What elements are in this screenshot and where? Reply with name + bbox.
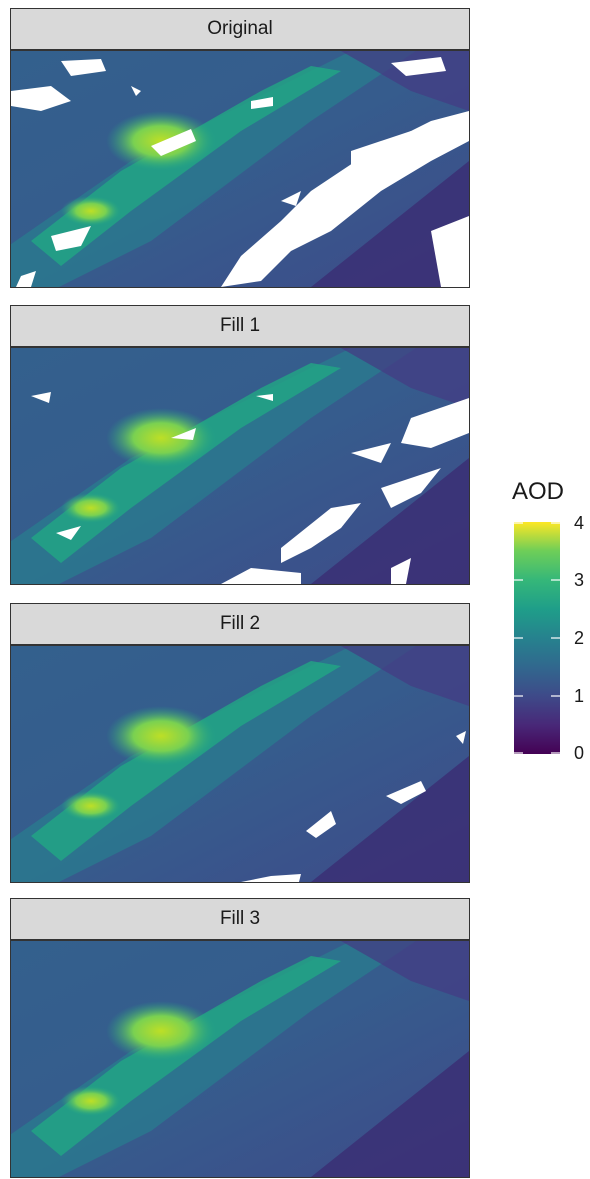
colorbar-tick-label: 0 — [574, 743, 585, 763]
colorbar-tick-label: 3 — [574, 570, 585, 590]
colorbar-legend: AOD 0 1 2 3 4 — [512, 478, 590, 778]
aod-map-svg-fill-3 — [11, 941, 469, 1177]
facet-strip-label: Original — [10, 8, 470, 50]
low-aod-region — [311, 161, 469, 287]
missing-data-mask — [11, 57, 469, 287]
aod-map-svg-fill-2 — [11, 646, 469, 882]
aod-map-fill-2 — [10, 645, 470, 883]
colorbar-tick-label: 1 — [574, 686, 585, 706]
plume-band — [11, 51, 416, 287]
missing-data-mask — [31, 392, 469, 584]
colorbar-tick-label: 2 — [574, 628, 585, 648]
aod-map-fill-3 — [10, 940, 470, 1178]
aod-map-svg-original — [11, 51, 469, 287]
facet-strip-label: Fill 2 — [10, 603, 470, 645]
facet-strip-label: Fill 3 — [10, 898, 470, 940]
missing-data-mask — [241, 731, 466, 882]
aod-map-svg-fill-1 — [11, 348, 469, 584]
plume-hot-spot — [106, 111, 216, 171]
aod-map-fill-1 — [10, 347, 470, 585]
legend-title: AOD — [512, 478, 565, 505]
aod-map-original — [10, 50, 470, 288]
colorbar-tick-label: 4 — [574, 513, 585, 533]
facet-strip-label: Fill 1 — [10, 305, 470, 347]
plume-hot-spot — [61, 196, 121, 226]
colorbar-gradient — [514, 522, 560, 754]
